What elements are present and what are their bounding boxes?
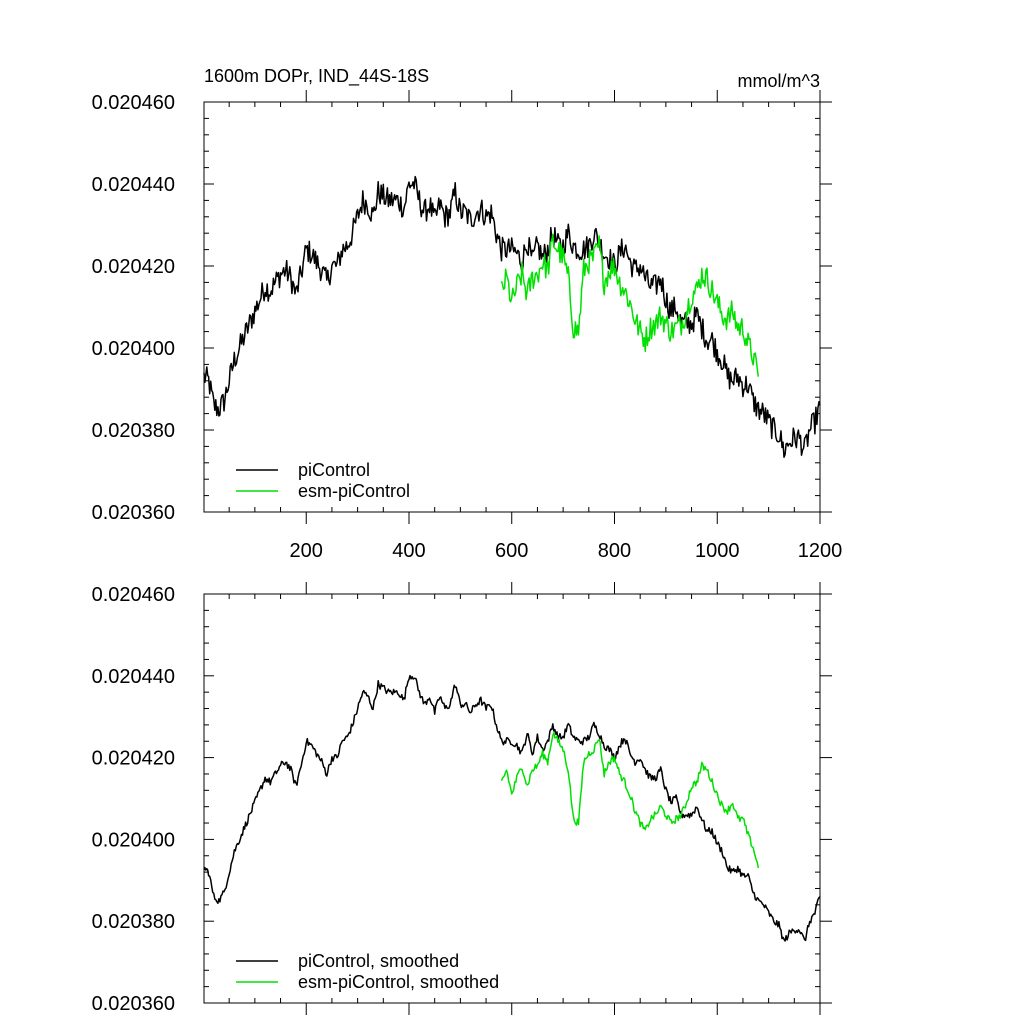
legend-label: piControl xyxy=(298,460,370,480)
series-line-esm-picontrol xyxy=(500,732,760,869)
x-tick-label: 600 xyxy=(495,540,528,562)
x-tick-label: 200 xyxy=(290,540,323,562)
y-tick-label: 0.020460 xyxy=(92,92,175,114)
series-line-picontrol xyxy=(203,674,821,942)
y-tick-label: 0.020420 xyxy=(92,256,175,278)
x-tick-label: 1200 xyxy=(798,540,843,562)
y-tick-label: 0.020460 xyxy=(92,584,175,606)
top-plot-area: 0.020360 0.020380 0.020400 0.020420 0.020440… xyxy=(92,90,843,562)
y-tick-label: 0.020380 xyxy=(92,911,175,933)
bottom-panel: 0.020360 0.020380 0.020400 0.020420 0.020440… xyxy=(92,582,832,1015)
y-tick-label: 0.020420 xyxy=(92,748,175,770)
y-tick-label: 0.020440 xyxy=(92,174,175,196)
y-tick-label: 0.020380 xyxy=(92,420,175,442)
y-tick-label: 0.020360 xyxy=(92,502,175,524)
series-line-picontrol xyxy=(203,175,821,458)
series-line-esm-picontrol xyxy=(500,233,760,377)
top-panel: 1600m DOPr, IND_44S-18S mmol/m^3 0.02036… xyxy=(92,66,843,562)
units-label: mmol/m^3 xyxy=(738,71,820,91)
plot-frame xyxy=(203,101,821,513)
y-tick-label: 0.020400 xyxy=(92,829,175,851)
x-tick-label: 1000 xyxy=(695,540,740,562)
plot-frame xyxy=(203,593,821,1004)
y-tick-label: 0.020440 xyxy=(92,666,175,688)
legend-label: piControl, smoothed xyxy=(298,951,459,971)
bottom-plot-area: 0.020360 0.020380 0.020400 0.020420 0.020440… xyxy=(92,582,832,1015)
legend-label: esm-piControl xyxy=(298,481,410,501)
chart-title: 1600m DOPr, IND_44S-18S xyxy=(204,66,429,87)
y-tick-label: 0.020360 xyxy=(92,993,175,1015)
legend-label: esm-piControl, smoothed xyxy=(298,972,499,992)
y-tick-label: 0.020400 xyxy=(92,338,175,360)
x-tick-label: 800 xyxy=(598,540,631,562)
x-tick-label: 400 xyxy=(392,540,425,562)
